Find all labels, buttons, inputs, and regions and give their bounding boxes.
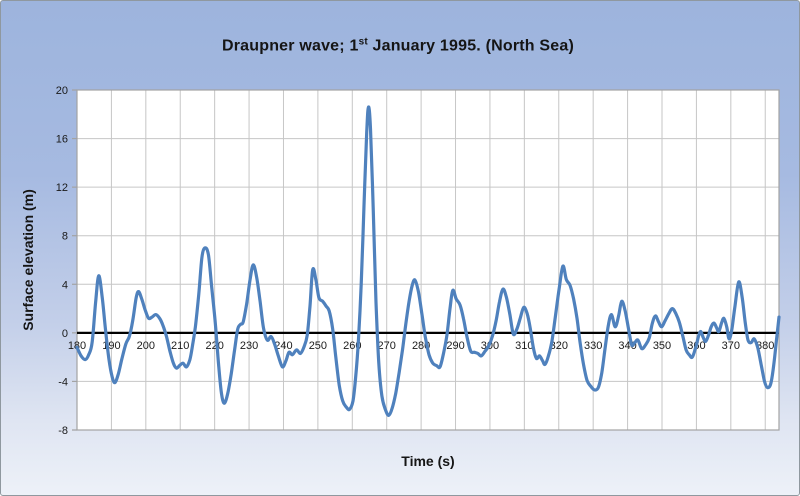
x-tick-label: 250 <box>309 340 327 352</box>
x-tick-label: 240 <box>274 340 292 352</box>
x-axis-title: Time (s) <box>401 453 455 469</box>
x-tick-label: 290 <box>446 340 464 352</box>
x-tick-label: 210 <box>171 340 189 352</box>
x-tick-label: 190 <box>102 340 120 352</box>
y-tick-label: 16 <box>56 134 68 146</box>
x-tick-label: 220 <box>205 340 223 352</box>
y-tick-label: 8 <box>62 231 68 243</box>
chart-title-text: Draupner wave; 1 <box>221 37 359 55</box>
plot-background <box>77 90 779 430</box>
x-tick-label: 370 <box>722 340 740 352</box>
x-tick-label: 310 <box>515 340 533 352</box>
y-tick-label: -4 <box>58 376 68 388</box>
y-tick-label: -8 <box>58 425 68 437</box>
wave-line <box>75 105 781 417</box>
plot-border <box>76 89 780 431</box>
chart-title: Draupner wave; 1st January 1995. (North … <box>222 36 574 55</box>
y-tick-label: 12 <box>56 182 68 194</box>
y-tick-label: 20 <box>56 85 68 97</box>
y-tick-label: 0 <box>62 328 68 340</box>
x-tick-label: 330 <box>584 340 602 352</box>
x-tick-label: 350 <box>653 340 671 352</box>
y-tick-label: 4 <box>62 279 68 291</box>
x-tick-label: 270 <box>378 340 396 352</box>
x-tick-label: 380 <box>756 340 774 352</box>
x-tick-label: 200 <box>137 340 155 352</box>
chart-title-text-2: January 1995. (North Sea) <box>367 37 575 55</box>
chart-title-superscript: st <box>358 36 368 48</box>
x-tick-label: 320 <box>550 340 568 352</box>
y-axis-title: Surface elevation (m) <box>20 189 36 331</box>
x-tick-label: 230 <box>240 340 258 352</box>
